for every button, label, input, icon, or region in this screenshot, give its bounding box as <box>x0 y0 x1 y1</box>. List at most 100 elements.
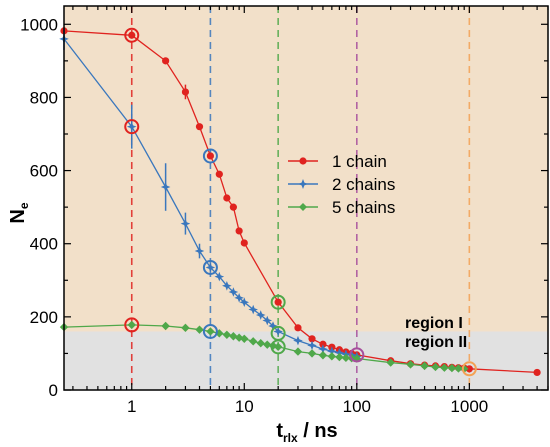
legend-marker-5-chains <box>299 203 307 211</box>
data-point <box>240 239 248 247</box>
highlight-ring <box>461 361 477 377</box>
data-point <box>181 323 190 333</box>
highlight-ring <box>270 294 286 310</box>
x-tick-label: 1000 <box>450 397 488 416</box>
highlight-ring <box>124 119 140 135</box>
y-tick-label: 400 <box>30 235 58 254</box>
data-point <box>308 335 316 343</box>
data-point <box>205 262 216 273</box>
axis-ticks: 1 10 100 1000 0 200 400 600 800 1000 <box>20 6 549 416</box>
highlight-ring <box>202 323 218 339</box>
highlight-ring <box>270 339 286 355</box>
y-tick-label: 1000 <box>20 15 58 34</box>
region-I-label: region I <box>405 315 463 332</box>
data-point <box>248 337 258 346</box>
data-point <box>341 353 351 363</box>
y-tick-label: 200 <box>30 308 58 327</box>
data-point <box>327 346 337 357</box>
highlight-ring <box>202 259 218 275</box>
data-point <box>229 203 237 211</box>
data-point <box>262 315 273 326</box>
data-point <box>294 324 302 332</box>
data-point <box>420 361 429 371</box>
x-axis-title-sub: rlx <box>283 431 298 445</box>
y-tick-label: 800 <box>30 88 58 107</box>
highlight-ring <box>124 27 140 43</box>
legend: 1 chain 2 chains 5 chains <box>288 152 395 217</box>
region-II-area <box>64 331 548 390</box>
data-point <box>240 334 249 343</box>
x-axis-title-rest: / ns <box>298 420 338 442</box>
data-point <box>128 31 136 39</box>
data-point <box>273 326 283 337</box>
data-point <box>195 123 204 131</box>
data-point <box>255 310 266 320</box>
data-point <box>127 320 136 330</box>
y-axis-title-sub: e <box>17 202 31 209</box>
data-point <box>181 88 190 96</box>
legend-label-2-chains: 2 chains <box>332 175 395 194</box>
data-point <box>215 329 224 338</box>
plot-frame <box>63 5 549 391</box>
data-point <box>234 293 244 303</box>
data-point <box>273 342 283 352</box>
region-labels: region I region II <box>405 315 467 351</box>
data-point <box>215 170 223 178</box>
data-point <box>256 338 265 348</box>
data-point <box>307 349 317 358</box>
data-point <box>228 287 239 297</box>
x-tick-label: 1 <box>127 397 136 416</box>
legend-marker-1-chain <box>299 157 307 165</box>
data-point <box>293 335 303 346</box>
data-point <box>195 325 204 334</box>
legend-label-1-chain: 1 chain <box>332 152 387 171</box>
data-point <box>327 352 337 361</box>
data-point <box>235 227 243 235</box>
series-2-chains <box>59 27 362 362</box>
data-point <box>222 280 232 291</box>
legend-marker-2-chains <box>298 179 308 189</box>
data-point <box>268 321 278 331</box>
legend-label-5-chains: 5 chains <box>332 198 395 217</box>
data-point <box>454 364 463 373</box>
region-II-label: region II <box>405 334 467 351</box>
data-point <box>386 358 395 367</box>
x-axis-title-main: t <box>276 420 283 442</box>
data-point <box>162 57 170 65</box>
data-point <box>431 362 440 372</box>
region-I-area <box>64 6 548 332</box>
data-point <box>459 364 469 373</box>
x-tick-label: 10 <box>235 397 254 416</box>
data-point <box>223 194 231 202</box>
data-point <box>447 363 457 373</box>
data-point <box>274 298 282 306</box>
data-point <box>406 360 415 369</box>
data-point <box>161 321 170 331</box>
data-point <box>234 333 244 342</box>
data-point <box>465 365 473 373</box>
series-5-chains <box>59 320 469 373</box>
data-point <box>307 340 317 351</box>
data-point <box>293 347 303 356</box>
data-point <box>335 352 344 362</box>
data-point <box>206 152 215 160</box>
data-point <box>248 304 258 315</box>
data-point <box>533 368 541 377</box>
highlight-ring <box>202 148 218 164</box>
data-point <box>318 351 328 360</box>
data-point <box>160 182 171 192</box>
highlight-ring <box>349 347 365 363</box>
data-point <box>239 297 250 308</box>
data-point <box>206 327 215 336</box>
data-point <box>318 344 328 354</box>
data-point <box>263 340 272 349</box>
data-point <box>126 121 137 132</box>
data-point <box>222 330 232 339</box>
highlight-ring <box>124 317 140 333</box>
data-point <box>440 363 449 372</box>
y-axis-title: Ne <box>7 202 31 223</box>
data-point <box>334 347 345 358</box>
y-axis-title-main: N <box>7 209 29 223</box>
y-tick-label: 600 <box>30 162 58 181</box>
